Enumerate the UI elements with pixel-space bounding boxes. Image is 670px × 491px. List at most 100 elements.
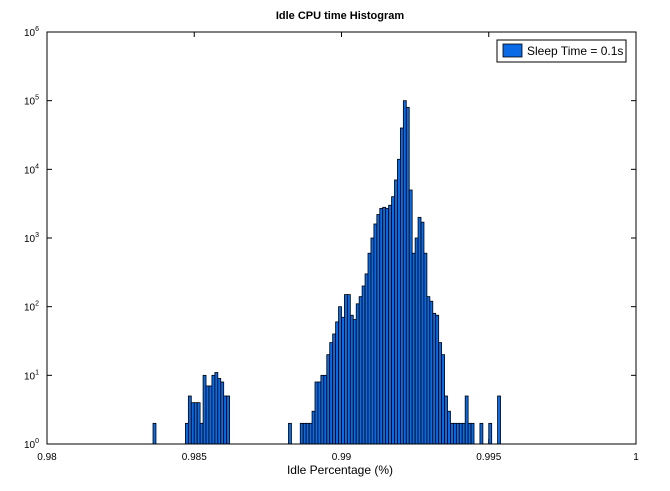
plot-frame [46, 31, 637, 445]
histogram-bar [205, 385, 210, 445]
histogram-bar [338, 306, 342, 445]
histogram-bar [432, 312, 437, 445]
histogram-bar [329, 342, 334, 445]
histogram-bar [288, 422, 292, 445]
histogram-bar [223, 395, 228, 445]
x-axis-label: Idle Percentage (%) [287, 463, 393, 477]
histogram-bar [411, 252, 416, 445]
legend: Sleep Time = 0.1s [496, 39, 627, 63]
histogram-bar [408, 189, 413, 445]
histogram-bar [467, 422, 472, 445]
x-tick-label: 0.995 [476, 452, 501, 463]
histogram-bar [399, 127, 404, 445]
histogram-bar [187, 395, 192, 445]
histogram-bar [326, 354, 331, 445]
histogram-bar [426, 296, 431, 445]
y-tick-labels: 100 101 102 103 104 105 106 [24, 26, 39, 451]
histogram-bar [302, 422, 307, 445]
histogram-bar [405, 106, 410, 445]
chart-title: Idle CPU time Histogram [276, 10, 405, 22]
histogram-bar [373, 223, 378, 445]
x-tick-label: 0.985 [182, 452, 207, 463]
histogram-bar [450, 422, 454, 445]
histogram-bar [299, 422, 304, 445]
histogram-bar [196, 402, 201, 445]
histogram-bar [358, 296, 363, 445]
histogram-bar [311, 410, 316, 445]
y-tick-label: 105 [24, 95, 39, 108]
histogram-bar [447, 410, 451, 445]
histogram-bar [420, 221, 425, 445]
histogram-bar [217, 378, 222, 445]
y-tick-label: 103 [24, 232, 39, 245]
histogram-bar [370, 237, 375, 445]
histogram-bar [429, 300, 434, 445]
histogram-bar [341, 316, 345, 445]
histogram-bar [199, 422, 204, 445]
histogram-bar [441, 354, 445, 445]
histogram-bar [185, 422, 189, 445]
histogram-bar [479, 422, 484, 445]
histogram-bar [438, 342, 443, 445]
histogram-bar [344, 294, 348, 445]
histogram-bar [349, 314, 354, 445]
histogram-bar [455, 422, 460, 445]
x-tick-label: 1 [633, 452, 639, 463]
histogram-bar [388, 204, 392, 445]
histogram-bar [208, 385, 213, 445]
y-tick-label: 102 [24, 301, 39, 314]
histogram-bar [346, 294, 351, 445]
histogram-bar [193, 402, 198, 445]
histogram-bar [397, 158, 401, 445]
histogram-bar [461, 422, 466, 445]
histogram-bar [488, 422, 493, 445]
histogram-bar [497, 395, 501, 445]
y-tick-label: 104 [24, 163, 39, 176]
histogram-bar [332, 333, 337, 445]
histogram-bar [423, 252, 428, 445]
histogram-bar [226, 395, 230, 445]
y-tick-label: 100 [24, 438, 39, 451]
histogram-bar [364, 273, 369, 445]
legend-box [496, 39, 627, 63]
histogram-bar [190, 402, 195, 445]
histogram-bar [314, 381, 319, 445]
histogram-bar [317, 381, 322, 445]
histogram-bar [202, 374, 207, 445]
histogram-bar [335, 321, 339, 445]
histogram-bar [320, 374, 325, 445]
histogram-bar [305, 422, 310, 445]
histogram-bar [385, 207, 390, 445]
histogram-bar [414, 237, 419, 445]
histogram-bar [453, 422, 457, 445]
histogram-bar [458, 422, 463, 445]
histogram-bar [220, 381, 225, 445]
legend-label: Sleep Time = 0.1s [527, 44, 623, 58]
bars-group [152, 100, 501, 445]
x-tick-labels: 0.98 0.985 0.99 0.995 1 [37, 452, 639, 463]
histogram-bar [464, 395, 469, 445]
histogram-bar [376, 214, 381, 445]
histogram-bar [323, 374, 328, 445]
histogram-bar [470, 422, 475, 445]
legend-swatch [502, 43, 523, 58]
histogram-bar [417, 216, 422, 445]
histogram-bar [152, 422, 157, 445]
histogram-bar [211, 374, 216, 445]
histogram-bar [444, 395, 448, 445]
histogram-bar [214, 372, 219, 445]
y-tick-label: 101 [24, 369, 39, 382]
x-tick-label: 0.98 [37, 452, 57, 463]
histogram-bar [382, 206, 387, 445]
histogram-bar [361, 285, 366, 445]
histogram-bar [391, 196, 395, 445]
histogram-bar [394, 179, 398, 445]
histogram-bar [355, 303, 360, 445]
histogram-bar [352, 319, 357, 445]
histogram-bar [402, 100, 407, 445]
histogram-bar [379, 207, 384, 445]
histogram-bar [367, 252, 372, 445]
y-tick-label: 106 [24, 26, 39, 39]
histogram-bar [308, 422, 313, 445]
